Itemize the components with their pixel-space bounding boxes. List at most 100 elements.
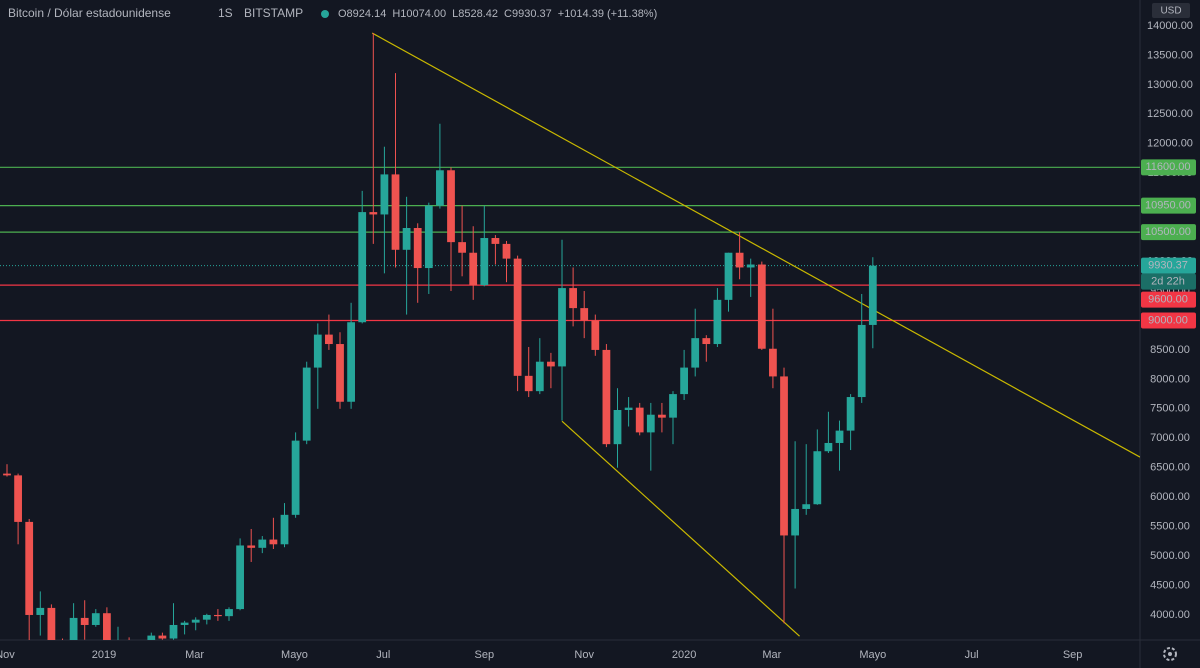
candle-body [302, 367, 311, 441]
candle-body [502, 243, 511, 259]
currency: USD [1160, 6, 1181, 17]
candle-body [169, 624, 178, 639]
candle-body [846, 397, 855, 431]
candle-body [202, 614, 211, 620]
candle-body [802, 504, 811, 509]
ohlc-value: C9930.37 [504, 8, 552, 20]
candle-body [791, 508, 799, 536]
y-tick-label: 8500.00 [1150, 344, 1190, 356]
plot-area [0, 32, 1140, 640]
candle-body [424, 205, 433, 269]
x-tick-label: Sep [475, 649, 495, 661]
level-label: 10500.00 [1145, 226, 1191, 238]
level-label: 9600.00 [1148, 294, 1188, 306]
candle-body [569, 288, 577, 309]
level-label-box [1141, 312, 1196, 329]
candle-body [635, 407, 644, 433]
y-tick-label: 5000.00 [1150, 550, 1190, 562]
y-tick-label: 8000.00 [1150, 373, 1190, 385]
candle-body [480, 238, 489, 286]
countdown: 2d 22h [1151, 276, 1185, 288]
level-label-box [1141, 224, 1196, 241]
candle-body [158, 635, 167, 639]
gear [1163, 647, 1177, 661]
y-tick-label: 6500.00 [1150, 462, 1190, 474]
candle-body [380, 174, 389, 215]
candle-body [225, 609, 233, 617]
level-label-box [1141, 159, 1196, 176]
candle-body [824, 442, 833, 452]
candle-body [25, 521, 34, 615]
y-tick-label: 5500.00 [1150, 521, 1190, 533]
chart-title: Bitcoin / Dólar estadounidense [8, 6, 171, 20]
candle-body [458, 242, 466, 253]
y-tick-label: 7000.00 [1150, 432, 1190, 444]
candle-body [147, 635, 156, 640]
candle-body [580, 308, 589, 321]
y-tick-label: 4500.00 [1150, 579, 1190, 591]
candle-body [369, 212, 378, 215]
candle-body [746, 264, 755, 268]
candle-body [835, 430, 844, 443]
y-tick-label: 12000.00 [1147, 138, 1193, 150]
ohlc-value: L8528.42 [452, 8, 498, 20]
x-tick-label: Nov [574, 649, 594, 661]
candle-body [358, 212, 367, 323]
level-label: 9000.00 [1148, 314, 1188, 326]
candle-body [347, 322, 355, 402]
candle-body [269, 539, 278, 545]
countdown-box [1141, 273, 1196, 290]
exchange: BITSTAMP [244, 6, 303, 20]
x-tick-label: Sep [1063, 649, 1083, 661]
candle-body [36, 607, 45, 615]
settings-icon[interactable] [1163, 647, 1177, 661]
candle-body [280, 514, 289, 545]
last-price-label-box [1141, 257, 1196, 274]
ohlc-value: +1014.39 (+11.38%) [558, 8, 657, 20]
candle-body [780, 376, 788, 536]
candle-body [658, 414, 666, 418]
y-tick-label: 14000.00 [1147, 20, 1193, 32]
candle-body [535, 361, 544, 392]
level-label-box [1141, 291, 1196, 308]
y-tick-label: 7500.00 [1150, 403, 1190, 415]
candle-body [691, 338, 700, 368]
currency-box[interactable] [1152, 3, 1190, 18]
candle-body [813, 451, 822, 505]
x-tick-label: Jul [965, 649, 979, 661]
level-label-box [1141, 197, 1196, 214]
candle-body [769, 348, 777, 377]
candle-body [491, 238, 500, 244]
y-tick-label: 6000.00 [1150, 491, 1190, 503]
candle-body [524, 375, 533, 392]
x-tick-label: 2019 [92, 649, 116, 661]
candle-body [702, 338, 711, 345]
candle-body [735, 252, 744, 268]
x-tick-label: Jul [376, 649, 390, 661]
candle-body [591, 320, 600, 350]
candle-body [180, 622, 189, 625]
candle-body [313, 334, 322, 368]
candle-body [713, 299, 722, 345]
x-tick-label: Mayo [281, 649, 308, 661]
x-tick-label: Nov [0, 649, 15, 661]
x-tick-label: Mayo [859, 649, 886, 661]
candle-body [336, 344, 344, 402]
candle-body [91, 613, 100, 625]
level-label: 11600.00 [1145, 161, 1190, 173]
gear-center [1168, 652, 1172, 656]
y-tick-label: 12500.00 [1147, 108, 1193, 120]
candle-body [447, 170, 455, 243]
candle-body [558, 288, 566, 367]
trendline [371, 32, 1140, 458]
candle-body [14, 475, 22, 522]
x-tick-label: 2020 [672, 649, 696, 661]
candle-body [513, 258, 522, 376]
candle-body [469, 252, 478, 286]
candle-body [402, 227, 411, 250]
y-tick-label: 13000.00 [1147, 79, 1193, 91]
candle-body [436, 170, 444, 206]
